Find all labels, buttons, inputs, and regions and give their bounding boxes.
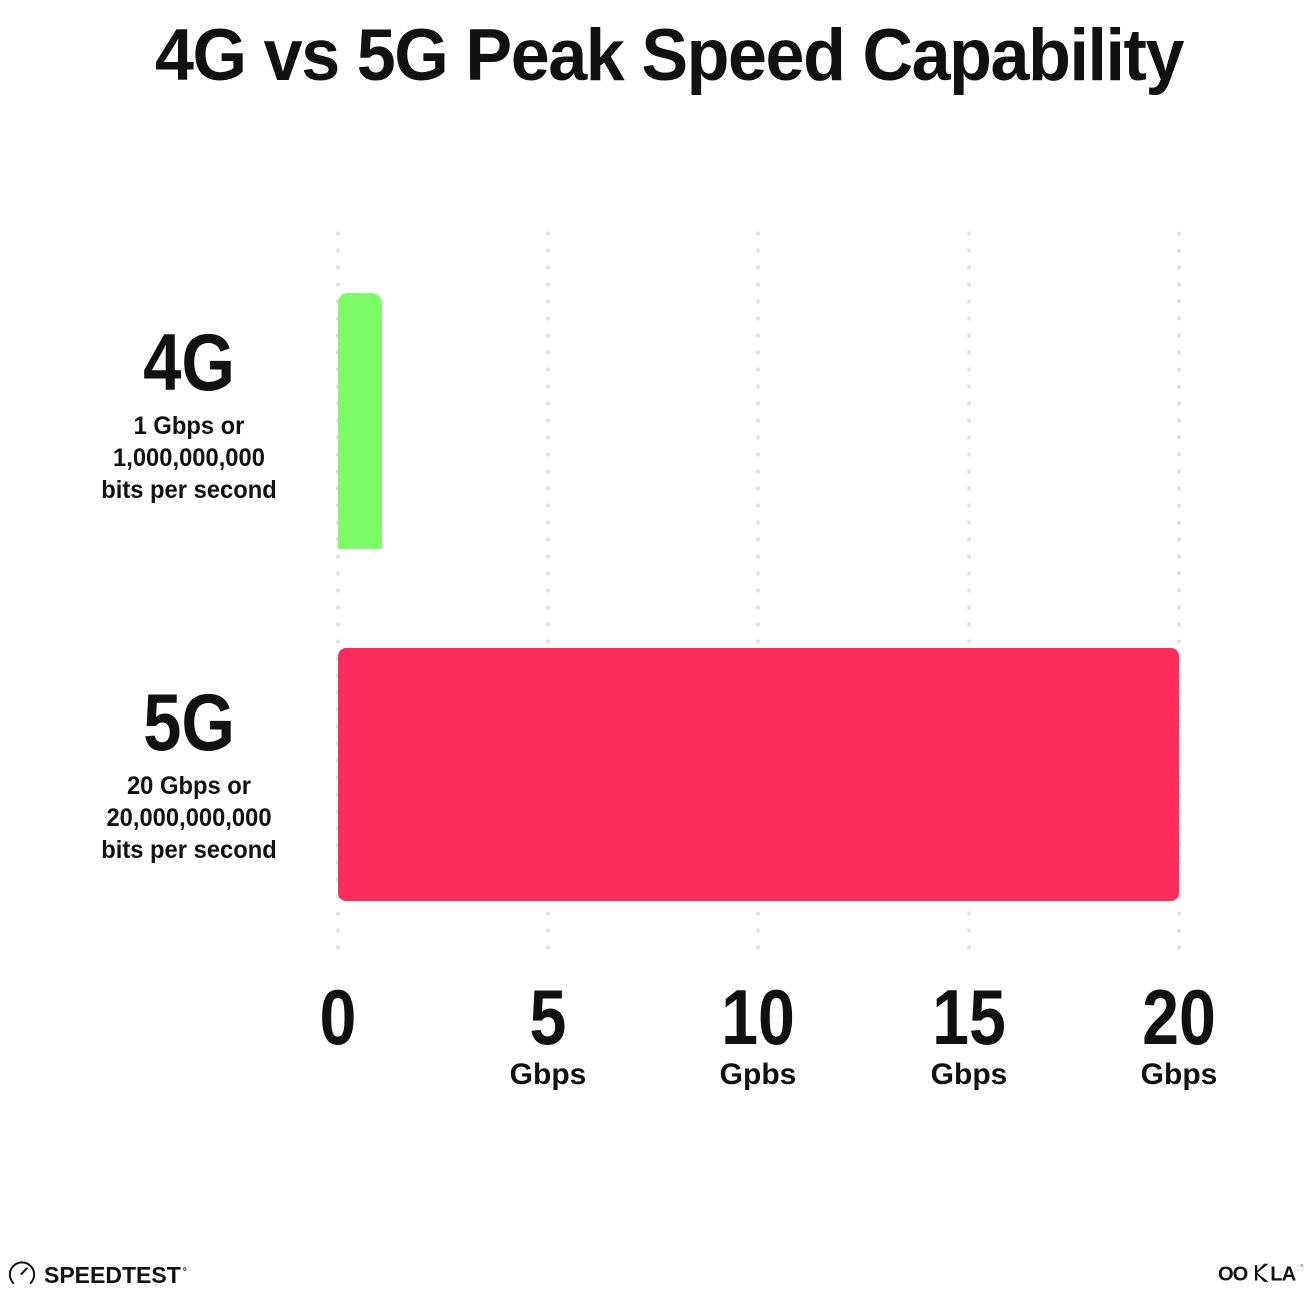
svg-text:OO: OO [1218,1264,1248,1286]
svg-text:°: ° [1300,1263,1303,1271]
svg-text:LA: LA [1270,1264,1296,1286]
